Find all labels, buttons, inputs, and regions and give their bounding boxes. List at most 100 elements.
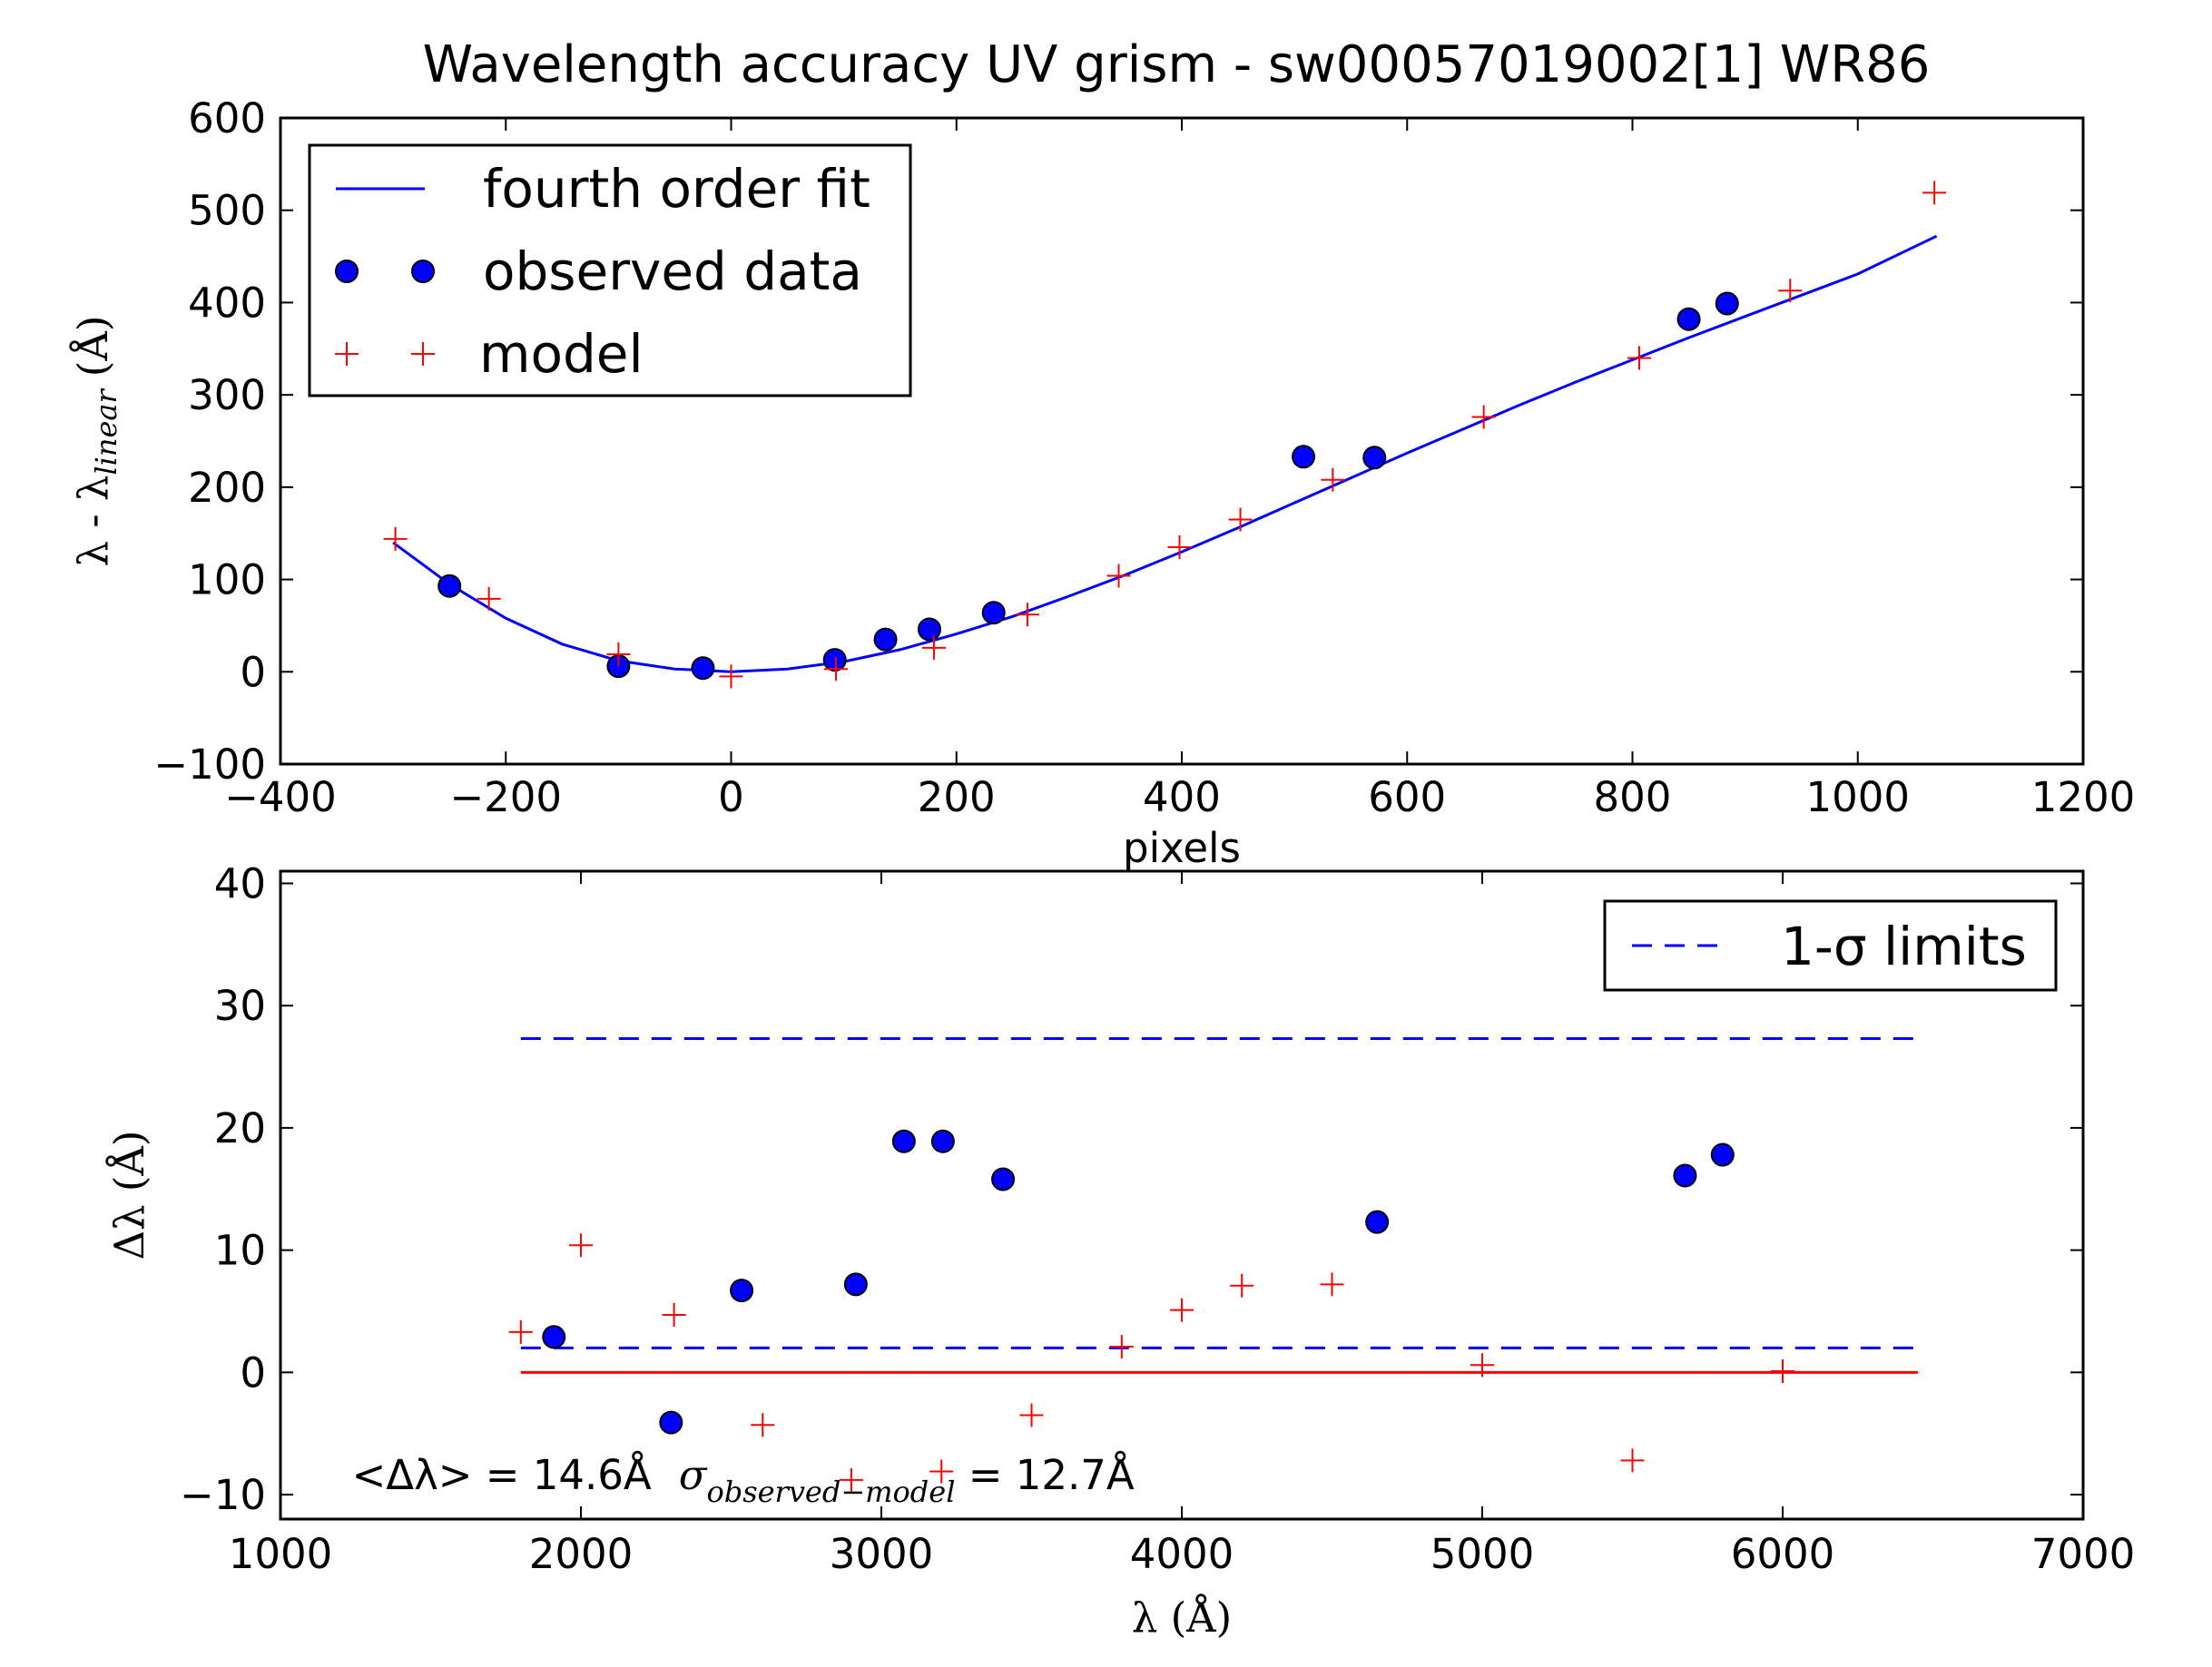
- observed-point: [1292, 445, 1316, 469]
- residual-observed-point: [542, 1325, 566, 1349]
- residual-model-point: [839, 1467, 863, 1492]
- legend-observed-label: observed data: [483, 240, 862, 302]
- sigma-subscript: observed−model: [706, 1475, 955, 1509]
- top-x-tick-label: −200: [449, 773, 562, 821]
- observed-point: [917, 617, 941, 642]
- top-x-tick-label: 400: [1143, 773, 1221, 821]
- bottom-panel: 1000 2000 3000 4000 5000 6000 7000 −10 0 10 20 30 40…: [105, 859, 2135, 1642]
- model-point: [921, 635, 946, 660]
- residual-observed-point: [1673, 1163, 1697, 1188]
- observed-point: [437, 574, 462, 598]
- residual-observed-point: [730, 1279, 754, 1303]
- top-x-tick-label: 0: [718, 773, 744, 821]
- residual-model-point: [1019, 1403, 1044, 1427]
- top-x-tick-label: 1200: [2031, 773, 2136, 821]
- bottom-x-tick-label: 1000: [229, 1530, 333, 1578]
- top-y-tick-label: 400: [188, 279, 266, 327]
- model-point: [1167, 534, 1192, 559]
- bottom-x-tick-label: 4000: [1130, 1530, 1234, 1578]
- top-y-tick-label: −100: [153, 740, 266, 789]
- bottom-y-axis-label: Δλ (Å): [105, 1131, 153, 1260]
- model-point: [1778, 279, 1803, 303]
- bottom-x-tick-label: 7000: [2031, 1530, 2136, 1578]
- model-point: [823, 657, 848, 682]
- residual-observed-point: [659, 1410, 683, 1435]
- residual-observed-point: [1365, 1210, 1390, 1234]
- top-y-tick-label: 500: [188, 187, 266, 235]
- observed-point: [1362, 446, 1387, 470]
- bottom-y-tick-label: 0: [240, 1348, 266, 1397]
- statistics-annotation: <Δλ> = 14.6Å σobserved−model = 12.7Å: [352, 1451, 1135, 1509]
- top-x-tick-label: 1000: [1805, 773, 1910, 821]
- residual-model-point: [1109, 1335, 1134, 1359]
- model-point: [606, 642, 631, 666]
- residual-model-point: [569, 1233, 593, 1258]
- figure-title: Wavelength accuracy UV grism - sw0005701…: [423, 35, 1931, 94]
- top-y-tick-label: 200: [188, 464, 266, 512]
- residual-model-point: [751, 1413, 775, 1437]
- model-point: [1106, 564, 1131, 588]
- top-ticks: −400 −200 0 200 400 600 800 1000 1200 −100 0 100 200…: [153, 94, 2135, 821]
- bottom-plot-area: [508, 1037, 1918, 1492]
- top-x-tick-label: 800: [1594, 773, 1672, 821]
- residual-observed-point: [891, 1129, 916, 1153]
- observed-point: [1676, 307, 1701, 331]
- residual-model-point: [929, 1459, 954, 1484]
- top-x-tick-label: −400: [224, 773, 337, 821]
- bottom-x-tick-label: 3000: [830, 1530, 934, 1578]
- residual-model-point: [1320, 1272, 1344, 1297]
- residual-model-point: [1230, 1273, 1254, 1298]
- observed-point: [981, 601, 1006, 625]
- bottom-y-tick-label: 20: [214, 1104, 266, 1152]
- residual-model-point: [508, 1319, 533, 1344]
- bottom-y-tick-label: 30: [214, 982, 266, 1030]
- mean-offset-text: <Δλ> = 14.6Å: [352, 1451, 652, 1499]
- residual-model-point: [1470, 1353, 1494, 1378]
- observed-point: [822, 648, 847, 672]
- bottom-y-tick-label: 10: [214, 1227, 266, 1275]
- residual-model-point: [1620, 1448, 1645, 1473]
- top-y-axis-label: λ - λlinear (Å): [69, 316, 123, 567]
- sigma-value-text: = 12.7Å: [955, 1451, 1135, 1499]
- model-point: [1922, 181, 1947, 205]
- model-point: [719, 664, 743, 689]
- model-point: [1471, 405, 1496, 429]
- legend-observed-swatch-1: [335, 260, 359, 283]
- top-legend: fourth order fit observed data model: [308, 143, 912, 397]
- bottom-x-tick-label: 6000: [1731, 1530, 1835, 1578]
- model-point: [1321, 467, 1345, 492]
- sigma-symbol: σ: [679, 1451, 708, 1499]
- top-y-tick-label: 600: [188, 94, 266, 142]
- legend-sigma-label: 1-σ limits: [1781, 916, 2027, 977]
- legend-observed-swatch-2: [411, 260, 435, 283]
- top-y-label-unit: (Å): [69, 316, 117, 378]
- observed-point: [873, 627, 898, 652]
- model-point: [1015, 603, 1039, 627]
- residual-observed-point: [843, 1272, 868, 1297]
- legend-model-label: model: [479, 323, 644, 385]
- residual-model-point: [662, 1303, 686, 1328]
- legend-model-swatch: [335, 342, 435, 366]
- bottom-x-axis-label: λ (Å): [1132, 1593, 1232, 1642]
- observed-point: [1715, 291, 1739, 316]
- bottom-x-tick-label: 2000: [529, 1530, 634, 1578]
- residual-observed-point: [930, 1129, 955, 1153]
- top-x-axis-label: pixels: [1123, 824, 1241, 872]
- top-x-tick-label: 200: [918, 773, 996, 821]
- fit-line: [392, 234, 1938, 673]
- model-point: [1627, 346, 1651, 370]
- residual-observed-point: [1710, 1142, 1735, 1167]
- bottom-y-tick-label: 40: [214, 859, 266, 907]
- bottom-y-tick-label: −10: [180, 1471, 266, 1519]
- bottom-legend: 1-σ limits: [1603, 899, 2058, 992]
- top-x-tick-label: 600: [1368, 773, 1446, 821]
- top-y-label-main: λ - λ: [69, 476, 117, 567]
- model-point: [1228, 507, 1253, 532]
- top-y-tick-label: 0: [240, 648, 266, 696]
- top-y-tick-label: 100: [188, 556, 266, 604]
- legend-fit-label: fourth order fit: [483, 158, 870, 220]
- top-panel: −400 −200 0 200 400 600 800 1000 1200 −100 0 100 200…: [69, 94, 2135, 872]
- residual-model-point: [1170, 1298, 1194, 1322]
- observed-point: [691, 656, 715, 681]
